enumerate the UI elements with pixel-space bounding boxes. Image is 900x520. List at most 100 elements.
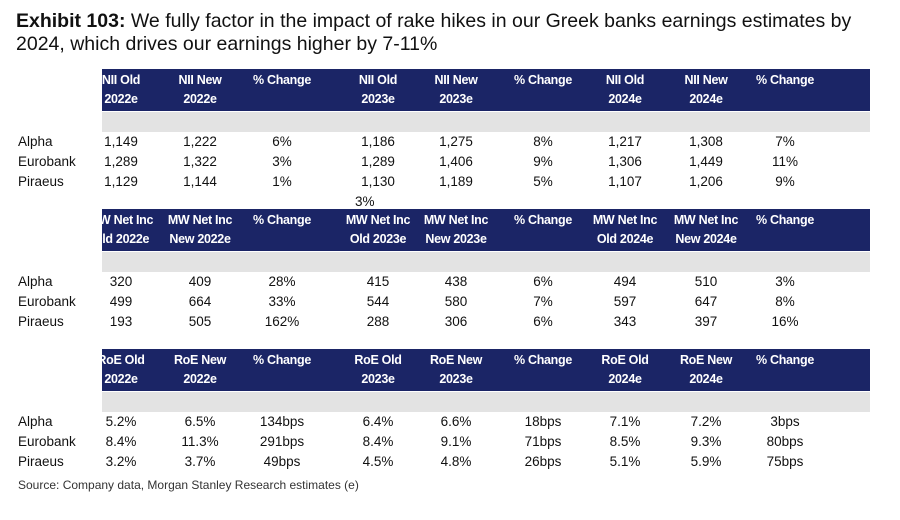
column-header-line-1: % Change	[252, 73, 312, 87]
column-header-line-1: RoE Old	[97, 353, 145, 367]
column-header-line-2: New 2023e	[425, 232, 487, 246]
column-header-line-1: % Change	[755, 353, 815, 367]
table-cell: 162%	[264, 314, 300, 329]
table-cell: 1,130	[361, 174, 395, 189]
table-cell: 1,107	[608, 174, 642, 189]
column-header-line-2: 2024e	[608, 372, 642, 386]
nii-column-header: NII Old 2024e	[584, 69, 666, 109]
row-label: Eurobank	[18, 154, 76, 169]
row-label: Alpha	[18, 274, 53, 289]
nii-table-header: NII Old 2022e NII New 2022e % Change NII Old 2…	[102, 69, 870, 111]
table-cell: 1,308	[689, 134, 723, 149]
column-header-line-1: % Change	[513, 353, 573, 367]
table-cell: 7%	[533, 294, 553, 309]
table-cell: 18bps	[524, 414, 562, 429]
table-cell: 134bps	[259, 414, 305, 429]
table-cell: 26bps	[524, 454, 562, 469]
table-cell: 510	[694, 274, 718, 289]
table-cell: 6%	[533, 274, 553, 289]
column-header-line-1: RoE Old	[601, 353, 649, 367]
table-cell: 8%	[775, 294, 795, 309]
table-cell: 415	[366, 274, 390, 289]
table-cell: 11%	[771, 154, 799, 169]
column-header-line-1: NII Old	[605, 73, 645, 87]
table-cell: 49bps	[263, 454, 301, 469]
table-cell: 1,149	[104, 134, 138, 149]
column-header-line-2: 2022e	[183, 92, 217, 106]
table-cell: 1,206	[689, 174, 723, 189]
nii-column-header: % Change	[744, 69, 826, 90]
column-header-line-1: RoE New	[679, 353, 733, 367]
roe-column-header: RoE New 2024e	[665, 349, 747, 389]
table-cell: 80bps	[766, 434, 804, 449]
roe-table-header: RoE Old 2022e RoE New 2022e % Change RoE Old 2…	[97, 349, 870, 391]
table-cell: 6.5%	[184, 414, 216, 429]
net-income-column-header: MW Net Inc Old 2022e	[80, 209, 162, 249]
column-header-line-1: MW Net Inc	[423, 213, 489, 227]
table-cell: 4.5%	[362, 454, 394, 469]
table-cell: 409	[188, 274, 212, 289]
table-cell: 6%	[533, 314, 553, 329]
table-cell: 3%	[272, 154, 292, 169]
table-cell: 580	[444, 294, 468, 309]
exhibit-title: Exhibit 103: We fully factor in the impa…	[16, 10, 886, 56]
column-header-line-1: MW Net Inc	[345, 213, 411, 227]
column-header-line-2: 2024e	[689, 372, 723, 386]
column-header-line-1: NII New	[178, 73, 222, 87]
net-income-column-header: MW Net Inc New 2024e	[665, 209, 747, 249]
column-header-line-2: Old 2022e	[92, 232, 150, 246]
source-note: Source: Company data, Morgan Stanley Res…	[18, 478, 359, 492]
table-cell: 288	[366, 314, 390, 329]
column-header-line-1: RoE New	[429, 353, 483, 367]
column-header-line-1: % Change	[252, 213, 312, 227]
table-cell: 16%	[771, 314, 799, 329]
net-income-column-header: % Change	[241, 209, 323, 230]
table-cell: 1,144	[183, 174, 217, 189]
table-cell: 499	[109, 294, 133, 309]
roe-column-header: RoE New 2022e	[159, 349, 241, 389]
column-header-line-2: 2023e	[439, 92, 473, 106]
table-cell: 193	[109, 314, 133, 329]
column-header-line-2: 2022e	[104, 92, 138, 106]
table-cell: 397	[694, 314, 718, 329]
column-header-line-1: % Change	[755, 213, 815, 227]
nii-column-header: NII Old 2022e	[80, 69, 162, 109]
table-cell: 320	[109, 274, 133, 289]
net-income-column-header: % Change	[744, 209, 826, 230]
table-cell: 7.2%	[690, 414, 722, 429]
table-cell: 6.6%	[440, 414, 472, 429]
column-header-line-1: % Change	[252, 353, 312, 367]
column-header-line-1: MW Net Inc	[673, 213, 739, 227]
net-income-column-header: % Change	[502, 209, 584, 230]
column-header-line-2: 2023e	[439, 372, 473, 386]
column-header-line-2: Old 2024e	[596, 232, 654, 246]
roe-column-header: RoE Old 2022e	[80, 349, 162, 389]
column-header-line-1: % Change	[513, 73, 573, 87]
table-cell: 1,289	[361, 154, 395, 169]
nii-table-band	[102, 112, 870, 132]
nii-column-header: NII Old 2023e	[337, 69, 419, 109]
nii-column-header: NII New 2023e	[415, 69, 497, 109]
table-cell: 3.2%	[105, 454, 137, 469]
roe-column-header: % Change	[241, 349, 323, 370]
table-cell: 1,322	[183, 154, 217, 169]
table-cell: 4.8%	[440, 454, 472, 469]
table-cell: 597	[613, 294, 637, 309]
column-header-line-1: NII Old	[101, 73, 141, 87]
net-income-table-header: MW Net Inc Old 2022e MW Net Inc New 2022e % …	[89, 209, 870, 251]
column-header-line-2: New 2022e	[169, 232, 231, 246]
nii-column-header: % Change	[241, 69, 323, 90]
table-cell: 9.3%	[690, 434, 722, 449]
table-cell: 1,129	[104, 174, 138, 189]
table-cell: 8%	[533, 134, 553, 149]
row-label: Alpha	[18, 414, 53, 429]
table-cell: 1,406	[439, 154, 473, 169]
table-cell: 5.2%	[105, 414, 137, 429]
column-header-line-2: 2022e	[183, 372, 217, 386]
table-cell: 7%	[775, 134, 795, 149]
row-label: Alpha	[18, 134, 53, 149]
table-cell: 1,275	[439, 134, 473, 149]
net-income-column-header: MW Net Inc New 2022e	[159, 209, 241, 249]
table-cell: 6.4%	[362, 414, 394, 429]
exhibit-number: Exhibit 103:	[16, 10, 126, 32]
